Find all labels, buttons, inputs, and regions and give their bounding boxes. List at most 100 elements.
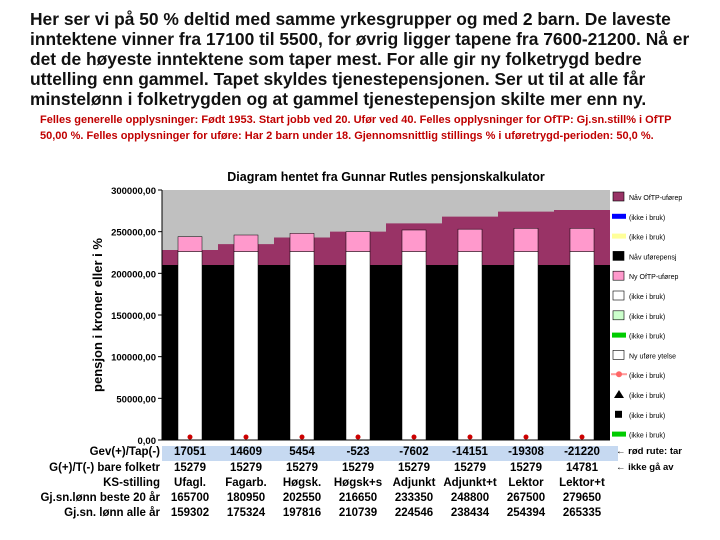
table-cell: Lektor+t <box>559 477 605 489</box>
info-line-1: Felles generelle opplysninger: Født 1953… <box>40 114 672 126</box>
marker-dot <box>523 434 529 440</box>
legend-swatch <box>615 410 622 418</box>
legend-swatch <box>612 270 625 281</box>
bar-pink <box>177 236 203 252</box>
bar-white <box>177 251 203 441</box>
table-row: Gev(+)/Tap(-) 17051 14609 5454 -523 -7602 -141… <box>28 446 718 462</box>
legend-swatch <box>616 371 622 378</box>
table-row: Gj.sn. lønn alle år 159302 175324 197816 210… <box>28 507 718 523</box>
y-tick-label: 300000,00 <box>111 186 156 197</box>
legend-swatch <box>614 390 624 398</box>
table-cell: 180950 <box>226 492 266 504</box>
table-cell: 238434 <box>450 507 490 519</box>
bar-pink <box>289 233 315 252</box>
legend-label: (ikke i bruk) <box>629 294 665 301</box>
legend-label: Nåv OfTP-uførep <box>629 194 682 202</box>
table-row-label: Gj.sn. lønn alle år <box>64 507 160 519</box>
table-cell: 17051 <box>174 446 206 458</box>
table-cell: 248800 <box>450 492 490 504</box>
bar-white <box>233 251 259 441</box>
y-tick-label: 0,00 <box>138 436 157 447</box>
table-cell: 15279 <box>398 462 430 474</box>
legend-swatch <box>612 233 626 239</box>
legend-swatch <box>612 213 626 219</box>
table-cell: 267500 <box>506 492 546 504</box>
y-tick-label: 50000,00 <box>116 394 156 405</box>
legend-swatch <box>612 332 626 338</box>
bar-pink <box>513 228 539 252</box>
table-cell: 254394 <box>506 507 546 519</box>
table-cell: 15279 <box>454 462 486 474</box>
table-row-label: Gj.sn.lønn beste 20 år <box>40 492 160 504</box>
legend-swatch <box>612 251 625 261</box>
y-axis-label: pensjon i kroner eller i % <box>90 238 105 392</box>
legend-swatch <box>612 191 625 202</box>
table-cell: 279650 <box>562 492 602 504</box>
table-row: G(+)/T(-) bare folketr 15279 15279 15279 152… <box>28 462 718 478</box>
table-cell: Fagarb. <box>225 477 267 489</box>
table-cell: -21220 <box>564 446 600 458</box>
table-cell: 202550 <box>282 492 322 504</box>
table-row-label: KS-stilling <box>103 477 160 489</box>
y-tick-label: 100000,00 <box>111 353 156 364</box>
legend-label: (ikke i bruk) <box>629 314 665 321</box>
bar-white <box>513 251 539 441</box>
table-cell: 175324 <box>226 507 266 519</box>
marker-dot <box>187 434 193 440</box>
pension-chart: Diagram hentet fra Gunnar Rutles pensjon… <box>90 170 682 447</box>
legend-label: (ikke i bruk) <box>629 334 665 341</box>
legend-label: (ikke i bruk) <box>629 215 665 222</box>
bar-white <box>345 251 371 441</box>
table-row-label: G(+)/T(-) bare folketr <box>49 462 160 474</box>
table-cell: 197816 <box>282 507 322 519</box>
slide-heading: Her ser vi på 50 % deltid med samme yrke… <box>30 9 690 109</box>
legend-label: Ny uføre ytelse <box>629 353 676 360</box>
info-line-2: 50,00 %. Felles opplysninger for uføre: … <box>40 130 654 142</box>
table-cell: 14781 <box>566 462 598 474</box>
table-row-label: Gev(+)/Tap(-) <box>89 446 160 458</box>
bar-pink <box>457 228 483 252</box>
table-cell: 224546 <box>394 507 434 519</box>
bar-pink <box>345 231 371 252</box>
marker-dot <box>299 434 305 440</box>
row-highlight <box>162 446 618 461</box>
marker-dot <box>243 434 249 440</box>
legend-label: Nåv uførepensj <box>629 253 677 261</box>
legend-swatch <box>612 310 625 321</box>
table-row-note: ← ikke gå av <box>616 462 674 473</box>
table-cell: 265335 <box>562 507 602 519</box>
table-cell: Ufagl. <box>174 477 206 489</box>
legend-swatch <box>612 431 626 437</box>
legend-label: (ikke i bruk) <box>629 393 665 400</box>
legend-label: Ny OfTP-uførep <box>629 274 679 281</box>
legend-label: (ikke i bruk) <box>629 433 665 440</box>
bar-pink <box>569 228 595 252</box>
bar-pink <box>401 229 427 252</box>
legend-label: (ikke i bruk) <box>629 373 665 380</box>
table-cell: 233350 <box>394 492 434 504</box>
legend-label: (ikke i bruk) <box>629 413 665 420</box>
table-cell: Adjunkt+t <box>443 477 497 489</box>
table-cell: Høgsk. <box>282 477 322 489</box>
table-cell: Høgsk+s <box>333 477 383 489</box>
bar-white <box>289 251 315 441</box>
table-cell: 15279 <box>230 462 262 474</box>
table-cell: 216650 <box>338 492 378 504</box>
bar-white <box>457 251 483 441</box>
bar-white <box>401 251 427 441</box>
table-cell: -14151 <box>452 446 488 458</box>
marker-dot <box>579 434 585 440</box>
table-cell: 165700 <box>170 492 210 504</box>
table-cell: Lektor <box>508 477 544 489</box>
table-row-note: ← rød rute: tar <box>616 446 682 457</box>
legend-label: (ikke i bruk) <box>629 235 665 242</box>
table-cell: -19308 <box>508 446 544 458</box>
bar-pink <box>233 234 259 252</box>
legend-swatch <box>612 290 625 301</box>
table-row: Gj.sn.lønn beste 20 år 165700 180950 202550… <box>28 492 718 508</box>
marker-dot <box>355 434 361 440</box>
table-row: KS-stilling Ufagl. Fagarb. Høgsk. Høgsk+s Adj… <box>28 477 718 493</box>
marker-dot <box>411 434 417 440</box>
chart-title: Diagram hentet fra Gunnar Rutles pensjon… <box>227 170 545 184</box>
table-cell: 15279 <box>174 462 206 474</box>
